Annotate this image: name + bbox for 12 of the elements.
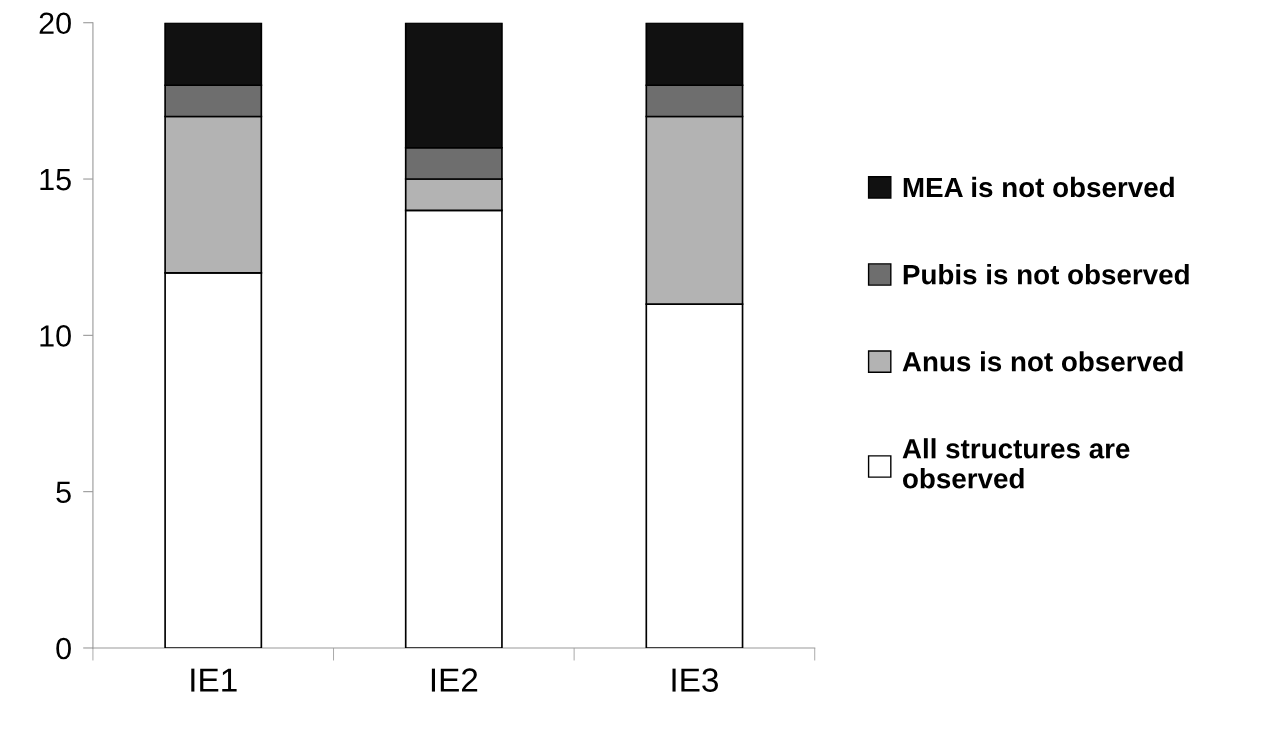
legend-label: All structures are observed <box>902 438 1130 489</box>
legend-label: Pubis is not observed <box>903 264 1189 285</box>
y-tick-label: 20 <box>39 12 71 35</box>
legend-label: Anus is not observed <box>902 351 1183 372</box>
x-tick-label: IE1 <box>191 668 237 692</box>
y-tick-label: 5 <box>56 481 71 504</box>
y-tick-label: 15 <box>40 169 71 191</box>
legend-label: MEA is not observed <box>903 176 1174 198</box>
y-tick-label: 0 <box>56 637 71 660</box>
x-tick-label: IE2 <box>431 668 478 692</box>
x-tick-label: IE3 <box>672 668 718 692</box>
y-tick-label: 10 <box>40 325 71 347</box>
